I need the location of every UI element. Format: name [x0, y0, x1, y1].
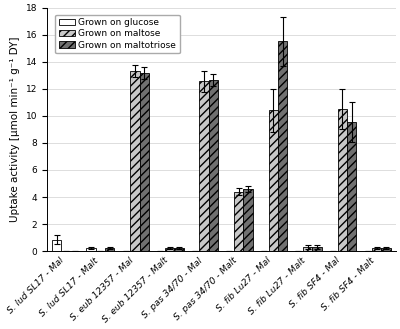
Bar — [243, 189, 253, 251]
Bar — [52, 240, 61, 251]
Bar — [234, 191, 243, 251]
Bar — [105, 248, 114, 251]
Legend: Grown on glucose, Grown on maltose, Grown on maltotriose: Grown on glucose, Grown on maltose, Grow… — [55, 14, 180, 53]
Bar — [278, 41, 287, 251]
Bar — [338, 109, 347, 251]
Bar — [174, 248, 184, 251]
Bar — [86, 248, 96, 251]
Y-axis label: Uptake activity [μmol min⁻¹ g⁻¹ DY]: Uptake activity [μmol min⁻¹ g⁻¹ DY] — [10, 37, 20, 222]
Bar — [140, 73, 149, 251]
Bar — [165, 248, 174, 251]
Bar — [312, 247, 322, 251]
Bar — [382, 248, 391, 251]
Bar — [268, 111, 278, 251]
Bar — [303, 247, 312, 251]
Bar — [209, 80, 218, 251]
Bar — [347, 122, 356, 251]
Bar — [372, 248, 382, 251]
Bar — [200, 81, 209, 251]
Bar — [130, 71, 140, 251]
